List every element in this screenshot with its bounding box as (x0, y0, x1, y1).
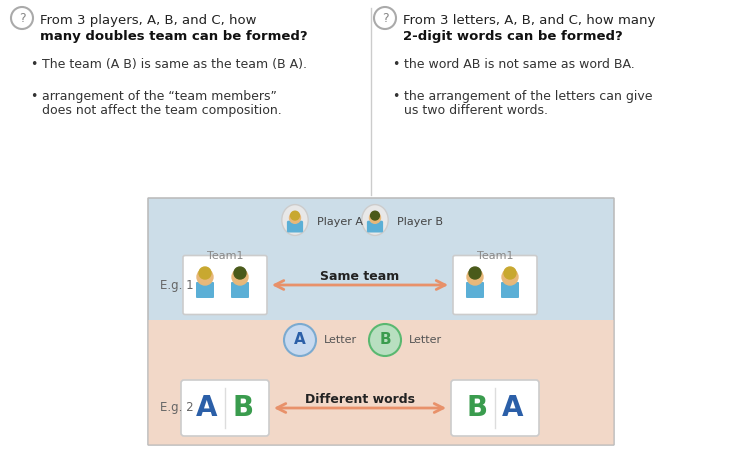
Text: Letter: Letter (324, 335, 357, 345)
Text: Team1: Team1 (207, 251, 243, 261)
Text: arrangement of the “team members”: arrangement of the “team members” (42, 90, 277, 103)
FancyBboxPatch shape (451, 380, 539, 436)
Text: A: A (502, 394, 524, 422)
Circle shape (502, 269, 518, 285)
FancyBboxPatch shape (196, 282, 214, 298)
Text: Player B: Player B (397, 217, 443, 227)
Text: Same team: Same team (321, 270, 400, 283)
Text: •: • (30, 58, 37, 71)
Text: B: B (467, 394, 487, 422)
Circle shape (370, 211, 379, 220)
Text: •: • (30, 90, 37, 103)
Text: From 3 players, A, B, and C, how: From 3 players, A, B, and C, how (40, 14, 257, 27)
Text: 2-digit words can be formed?: 2-digit words can be formed? (403, 30, 623, 43)
Text: does not affect the team composition.: does not affect the team composition. (42, 104, 282, 117)
Text: many doubles team can be formed?: many doubles team can be formed? (40, 30, 308, 43)
FancyBboxPatch shape (231, 282, 249, 298)
Text: B: B (379, 333, 391, 348)
Ellipse shape (282, 205, 308, 235)
Circle shape (369, 324, 401, 356)
FancyBboxPatch shape (466, 282, 484, 298)
Circle shape (469, 267, 481, 279)
FancyBboxPatch shape (453, 255, 537, 314)
Circle shape (232, 269, 248, 285)
Text: B: B (232, 394, 254, 422)
Text: Different words: Different words (305, 393, 415, 406)
FancyBboxPatch shape (183, 255, 267, 314)
Circle shape (370, 212, 381, 223)
Circle shape (199, 267, 211, 279)
Text: A: A (294, 333, 306, 348)
Text: •: • (392, 58, 399, 71)
Text: ?: ? (19, 12, 25, 25)
Text: From 3 letters, A, B, and C, how many: From 3 letters, A, B, and C, how many (403, 14, 655, 27)
Text: the arrangement of the letters can give: the arrangement of the letters can give (404, 90, 652, 103)
Text: •: • (392, 90, 399, 103)
Ellipse shape (362, 205, 388, 235)
Text: Letter: Letter (409, 335, 442, 345)
FancyBboxPatch shape (148, 198, 614, 445)
FancyBboxPatch shape (148, 320, 614, 445)
Circle shape (291, 211, 300, 220)
Text: A: A (196, 394, 217, 422)
Circle shape (289, 212, 301, 223)
Text: E.g. 1: E.g. 1 (160, 278, 194, 291)
Text: Team1: Team1 (477, 251, 513, 261)
Circle shape (467, 269, 483, 285)
Text: us two different words.: us two different words. (404, 104, 548, 117)
Circle shape (234, 267, 246, 279)
FancyBboxPatch shape (287, 221, 303, 233)
Text: the word AB is not same as word BA.: the word AB is not same as word BA. (404, 58, 634, 71)
FancyBboxPatch shape (501, 282, 519, 298)
FancyBboxPatch shape (367, 221, 383, 233)
FancyBboxPatch shape (181, 380, 269, 436)
Text: The team (A B) is same as the team (B A).: The team (A B) is same as the team (B A)… (42, 58, 307, 71)
Text: E.g. 2: E.g. 2 (160, 401, 194, 414)
Text: ?: ? (381, 12, 388, 25)
Circle shape (197, 269, 213, 285)
Circle shape (284, 324, 316, 356)
Text: Player A: Player A (317, 217, 363, 227)
Circle shape (504, 267, 516, 279)
